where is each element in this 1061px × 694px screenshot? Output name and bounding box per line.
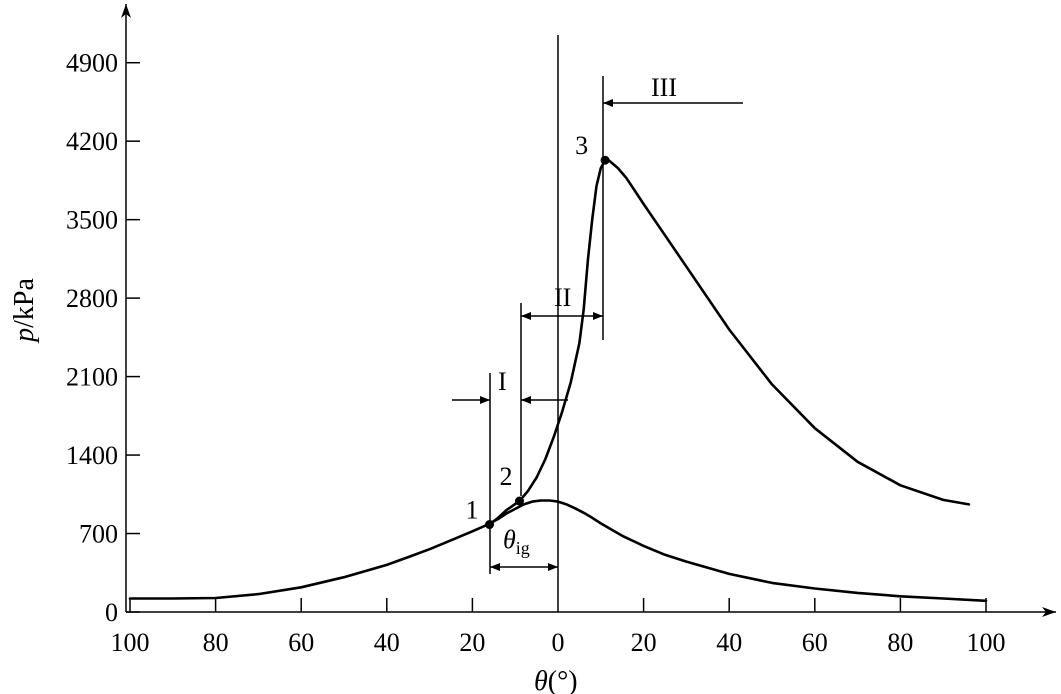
- y-tick-label: 1400: [66, 441, 118, 470]
- x-tick-label: 100: [111, 628, 150, 657]
- y-tick-label: 4900: [66, 49, 118, 78]
- stage-2-label: II: [554, 283, 571, 312]
- y-tick-label: 0: [105, 598, 118, 627]
- y-tick-label: 4200: [66, 127, 118, 156]
- theta-ig-label: θig: [503, 525, 530, 558]
- x-tick-label: 0: [552, 628, 565, 657]
- point-1-label: 1: [466, 496, 479, 525]
- series-layer: [128, 158, 988, 603]
- x-tick-label: 80: [203, 628, 229, 657]
- point-3-marker: [600, 155, 610, 165]
- y-tick-label: 3500: [66, 206, 118, 235]
- motoring-pressure-line: [128, 499, 988, 603]
- x-tick-label: 80: [887, 628, 913, 657]
- point-2-label: 2: [499, 462, 512, 491]
- x-tick-label: 60: [802, 628, 828, 657]
- y-ticks: 0 700 1400 2100 2800 3500 4200 4900: [66, 49, 140, 627]
- x-tick-label: 100: [967, 628, 1006, 657]
- point-1-marker: [485, 520, 495, 530]
- x-tick-label: 40: [374, 628, 400, 657]
- y-tick-label: 2800: [66, 284, 118, 313]
- x-ticks: 100 80 60 40 20 0 20 40 60 80 100: [111, 598, 1006, 657]
- x-tick-label: 40: [716, 628, 742, 657]
- y-tick-label: 2100: [66, 363, 118, 392]
- y-axis-title: p/kPa: [9, 278, 40, 344]
- stage-3-label: III: [651, 73, 677, 102]
- x-tick-label: 20: [459, 628, 485, 657]
- point-2-marker: [514, 496, 524, 506]
- stage-1-label: I: [498, 367, 507, 396]
- combustion-pressure-line: [488, 158, 971, 526]
- point-3-label: 3: [575, 131, 588, 160]
- annotations: [452, 76, 743, 574]
- x-axis-title: θ(°): [534, 666, 578, 694]
- x-tick-label: 60: [288, 628, 314, 657]
- y-tick-label: 700: [79, 520, 118, 549]
- x-tick-label: 20: [631, 628, 657, 657]
- point-layer: 12 3: [466, 131, 610, 530]
